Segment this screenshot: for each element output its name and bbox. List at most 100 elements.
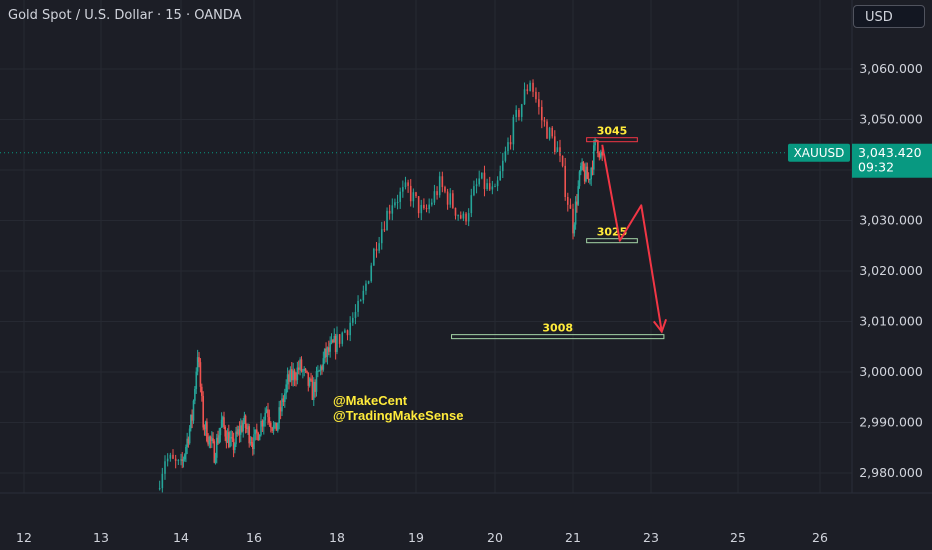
- candle: [559, 139, 561, 163]
- candle: [417, 195, 420, 218]
- candle: [457, 214, 459, 221]
- candle: [599, 149, 602, 160]
- candle: [288, 370, 290, 390]
- candle: [185, 444, 187, 463]
- time-axis[interactable]: 12 13 14 16 18 19 20 21 23 25 26: [0, 492, 932, 545]
- candle: [297, 360, 300, 375]
- candle: [203, 424, 206, 436]
- candle: [359, 298, 362, 302]
- candle: [465, 211, 467, 225]
- x-tick-label: 21: [565, 530, 581, 545]
- candle: [573, 222, 576, 237]
- candle: [237, 425, 240, 436]
- candle: [296, 361, 299, 385]
- candle: [248, 423, 250, 448]
- candle: [507, 137, 509, 155]
- y-tick-label: 3,030.000: [859, 213, 923, 228]
- arrowhead: [652, 319, 668, 334]
- candle: [307, 372, 310, 392]
- candle: [449, 188, 452, 208]
- y-tick-label: 3,000.000: [859, 364, 923, 379]
- candle: [326, 346, 329, 365]
- candle: [304, 367, 307, 374]
- candle: [554, 130, 556, 155]
- y-tick-label: 3,010.000: [859, 314, 923, 329]
- level-label: 3045: [597, 125, 628, 138]
- currency-button[interactable]: USD: [853, 5, 925, 28]
- candle: [341, 331, 344, 347]
- level-zone-box: [451, 334, 665, 340]
- price-axis[interactable]: 2,980.000 2,990.000 3,000.000 3,010.000 3,02…: [851, 0, 923, 493]
- candle: [591, 160, 594, 176]
- y-tick-label: 2,990.000: [859, 415, 923, 430]
- candle: [576, 194, 578, 213]
- candle: [595, 139, 598, 142]
- candle: [346, 329, 349, 341]
- candle: [404, 176, 407, 190]
- candle: [204, 420, 207, 436]
- candle: [299, 357, 301, 376]
- watermark-line-2: @TradingMakeSense: [333, 408, 463, 423]
- candle: [253, 426, 255, 455]
- candle: [338, 333, 341, 348]
- candle: [394, 198, 396, 208]
- candle: [191, 409, 193, 429]
- candle: [438, 171, 441, 198]
- candle: [295, 372, 297, 387]
- candle: [323, 348, 326, 364]
- candle: [231, 431, 234, 442]
- candle: [194, 386, 196, 405]
- candle: [212, 432, 214, 444]
- candle: [580, 162, 582, 176]
- symbol-tag-label: XAUUSD: [794, 146, 845, 160]
- candle: [446, 188, 449, 210]
- candle: [285, 379, 287, 400]
- candle: [258, 434, 261, 441]
- symbol-tag: [788, 143, 850, 162]
- candle: [330, 333, 333, 345]
- candle: [475, 178, 478, 194]
- candle: [246, 423, 248, 433]
- candle: [551, 125, 553, 139]
- candle: [375, 242, 378, 258]
- x-tick-label: 12: [16, 530, 32, 545]
- x-tick-label: 20: [487, 530, 503, 545]
- candle: [581, 158, 583, 171]
- candle: [311, 375, 314, 401]
- watermark: @MakeCent @TradingMakeSense: [333, 393, 463, 423]
- candle: [254, 429, 257, 441]
- candle: [459, 211, 462, 220]
- candle: [378, 236, 380, 254]
- candle: [198, 352, 200, 368]
- candle: [293, 368, 296, 387]
- candle: [423, 198, 425, 210]
- candle: [268, 409, 271, 427]
- candle: [386, 207, 388, 231]
- grid-lines: [0, 0, 852, 493]
- candle: [213, 439, 216, 464]
- candle: [425, 204, 428, 213]
- candle: [512, 114, 515, 151]
- last-price-tag: XAUUSD 3,043.420 09:32: [788, 143, 932, 178]
- projection-line: [601, 144, 663, 332]
- candle: [543, 116, 546, 127]
- candle: [271, 426, 273, 434]
- candle: [206, 418, 208, 443]
- candle: [409, 179, 412, 207]
- candle: [264, 407, 266, 427]
- candle: [186, 432, 188, 455]
- x-tick-label: 13: [93, 530, 109, 545]
- candle: [292, 362, 294, 387]
- candle: [218, 427, 220, 444]
- candle: [174, 454, 177, 469]
- candle: [402, 180, 404, 198]
- candle: [177, 459, 180, 466]
- candle: [452, 190, 454, 209]
- candle: [284, 388, 286, 408]
- candle: [310, 372, 312, 382]
- x-tick-label: 19: [408, 530, 424, 545]
- candle: [598, 151, 601, 161]
- candle: [586, 162, 589, 179]
- candle: [272, 420, 275, 435]
